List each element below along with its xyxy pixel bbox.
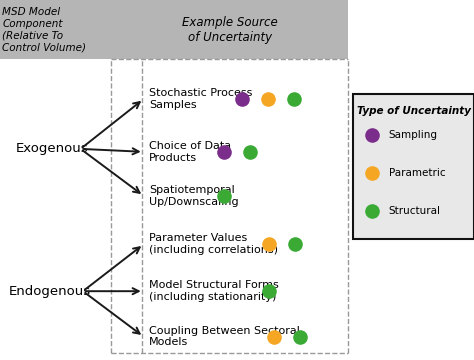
Text: Example Source
of Uncertainty: Example Source of Uncertainty [182, 16, 278, 44]
Point [292, 241, 299, 247]
Point [291, 96, 298, 102]
Text: Choice of Data
Products: Choice of Data Products [149, 141, 231, 163]
Point [265, 241, 273, 247]
Point [368, 208, 376, 213]
Point [220, 193, 228, 199]
Point [270, 334, 278, 339]
FancyBboxPatch shape [111, 0, 348, 59]
Text: Structural: Structural [389, 206, 441, 216]
Point [368, 132, 376, 138]
Text: Parametric: Parametric [389, 168, 445, 178]
Text: Model Structural Forms
(including stationarity): Model Structural Forms (including statio… [149, 280, 279, 302]
Point [264, 96, 272, 102]
Point [296, 334, 303, 339]
FancyBboxPatch shape [353, 94, 474, 239]
Point [238, 96, 246, 102]
Text: Coupling Between Sectoral
Models: Coupling Between Sectoral Models [149, 326, 300, 347]
FancyBboxPatch shape [0, 0, 111, 59]
Point [368, 170, 376, 176]
Text: Type of Uncertainty: Type of Uncertainty [356, 106, 471, 116]
Text: Endogenous: Endogenous [9, 285, 91, 298]
Text: Sampling: Sampling [389, 130, 438, 140]
Text: Stochastic Process
Samples: Stochastic Process Samples [149, 88, 253, 110]
Text: MSD Model
Component
(Relative To
Control Volume): MSD Model Component (Relative To Control… [2, 7, 86, 52]
Text: Exogenous: Exogenous [16, 143, 89, 156]
Point [220, 149, 228, 155]
Point [265, 288, 273, 294]
Text: Spatiotemporal
Up/Downscaling: Spatiotemporal Up/Downscaling [149, 185, 239, 207]
Point [246, 149, 254, 155]
Text: Parameter Values
(including correlations): Parameter Values (including correlations… [149, 233, 278, 255]
